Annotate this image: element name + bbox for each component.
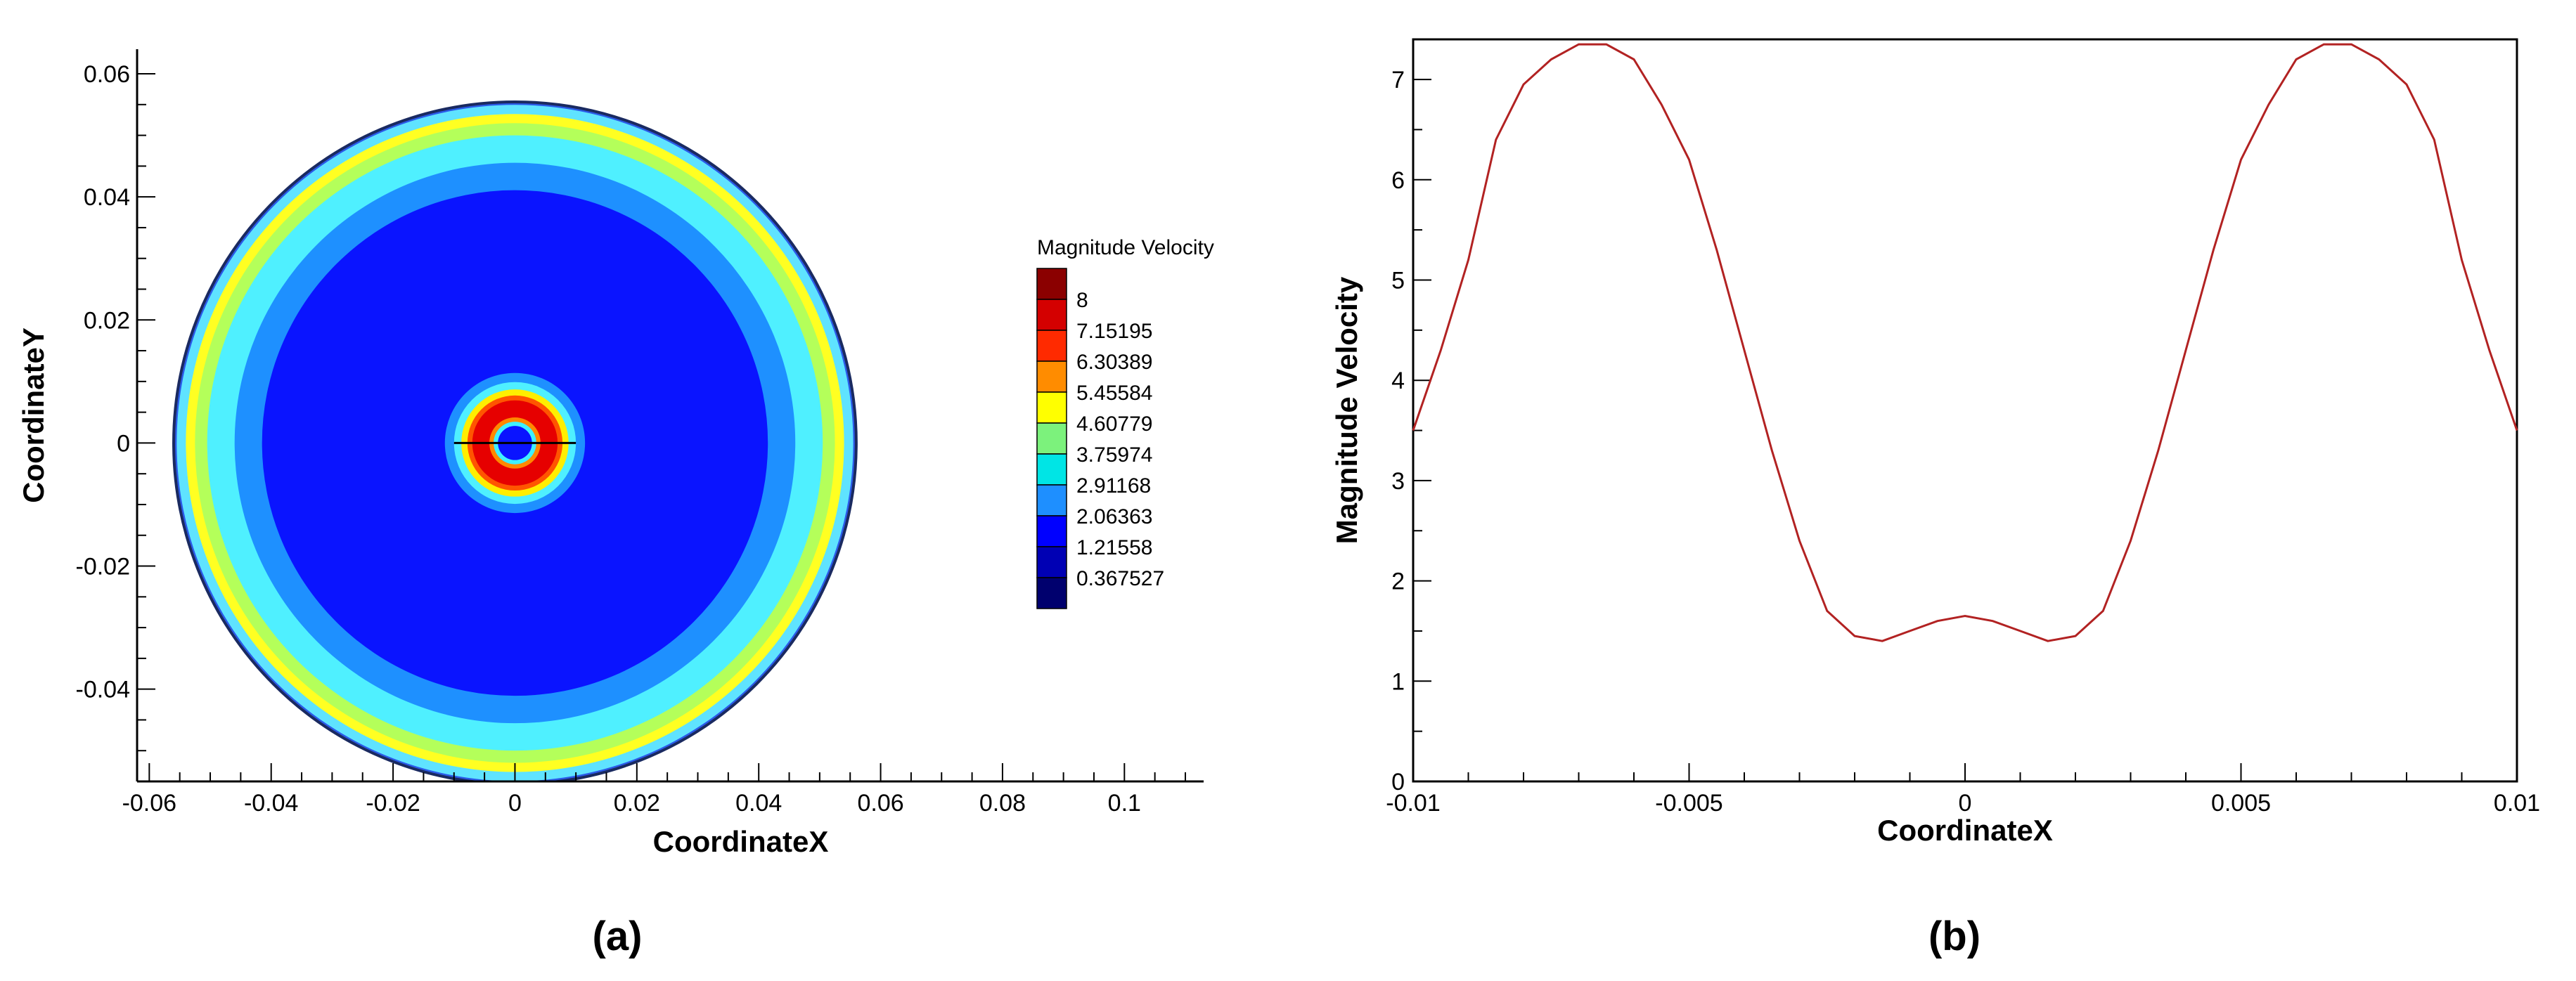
x-tick-label: -0.04: [244, 790, 299, 817]
legend-level-label: 3.75974: [1076, 443, 1152, 467]
x-tick-label: -0.01: [1386, 790, 1441, 817]
legend-level-label: 7.15195: [1076, 320, 1152, 343]
x-tick-label: -0.005: [1655, 790, 1722, 817]
legend-swatch: [1036, 546, 1067, 578]
legend-swatch: [1036, 577, 1067, 609]
y-tick-label: 3: [1391, 468, 1405, 495]
x-axis-label: CoordinateX: [1877, 814, 2053, 847]
x-axis-ticks: -0.06 -0.04 -0.02 0 0.02 0.04 0.06 0.08 0.1: [122, 763, 1186, 817]
legend-swatch: [1036, 268, 1067, 300]
x-tick-label: 0.06: [857, 790, 903, 817]
legend-level-label: 0.367527: [1076, 567, 1164, 590]
x-tick-label: 0.02: [614, 790, 660, 817]
plot-frame: [1412, 38, 2518, 783]
legend-title: Magnitude Velocity: [1037, 236, 1214, 259]
legend-swatch: [1036, 360, 1067, 393]
panel-label-b: (b): [1928, 914, 1981, 959]
y-axis-label: CoordinateY: [17, 327, 50, 503]
x-tick-label: 0: [1959, 790, 1972, 817]
y-axis-label: Magnitude Velocity: [1330, 276, 1363, 544]
legend-swatch: [1036, 391, 1067, 424]
y-tick-label: 0: [117, 430, 130, 457]
y-tick-label: -0.04: [76, 677, 131, 703]
y-axis-ticks: 0 1 2 3 4 5 6 7: [1391, 67, 1431, 795]
legend-level-label: 5.45584: [1076, 382, 1152, 405]
series-line-magnitude-velocity: [1412, 43, 2518, 642]
panel-label-a: (a): [593, 914, 643, 959]
x-tick-label: -0.02: [366, 790, 420, 817]
legend-level-label: 8: [1076, 289, 1088, 312]
color-legend: Magnitude Velocity 8 7.15195 6.30389 5.4558…: [1036, 236, 1214, 609]
y-tick-label: 0.04: [84, 184, 130, 211]
legend-level-label: 6.30389: [1076, 351, 1152, 374]
x-tick-label: 0.01: [2494, 790, 2540, 817]
legend-level-label: 4.60779: [1076, 412, 1152, 436]
x-tick-label: 0.04: [735, 790, 782, 817]
legend-level-label: 2.91168: [1076, 474, 1151, 498]
x-tick-label: 0.005: [2211, 790, 2271, 817]
x-axis-label: CoordinateX: [653, 825, 829, 858]
y-tick-label: 6: [1391, 167, 1405, 194]
x-tick-label: 0.08: [979, 790, 1026, 817]
y-tick-label: 2: [1391, 569, 1405, 595]
legend-swatch: [1036, 515, 1067, 547]
legend-level-label: 1.21558: [1076, 536, 1152, 559]
y-tick-label: 4: [1391, 368, 1405, 394]
y-tick-label: 0: [1391, 769, 1405, 795]
y-tick-label: -0.02: [76, 554, 131, 580]
legend-swatch: [1036, 484, 1067, 517]
line-plot-panel: -0.01 -0.005 0 0.005 0.01 0 1 2 3 4 5 6 7 Coordinat…: [1330, 38, 2540, 959]
y-tick-label: 1: [1391, 668, 1405, 695]
x-tick-label: 0.1: [1108, 790, 1141, 817]
y-tick-label: 0.06: [84, 61, 130, 88]
x-tick-label: 0: [508, 790, 522, 817]
legend-level-label: 2.06363: [1076, 505, 1152, 528]
x-axis-ticks: -0.01 -0.005 0 0.005 0.01: [1386, 763, 2540, 817]
legend-swatch: [1036, 299, 1067, 331]
x-tick-label: -0.06: [122, 790, 177, 817]
y-tick-label: 0.02: [84, 307, 130, 334]
legend-swatch: [1036, 422, 1067, 455]
y-tick-label: 5: [1391, 267, 1405, 294]
legend-swatch: [1036, 330, 1067, 362]
legend-swatch: [1036, 453, 1067, 486]
y-tick-label: 7: [1391, 67, 1405, 93]
domain-boundary: [172, 100, 858, 781]
contour-plot-panel: -0.06 -0.04 -0.02 0 0.02 0.04 0.06 0.08 0.1 0.06…: [17, 49, 1214, 959]
y-axis-ticks: 0.06 0.04 0.02 0 -0.02 -0.04: [76, 61, 155, 782]
